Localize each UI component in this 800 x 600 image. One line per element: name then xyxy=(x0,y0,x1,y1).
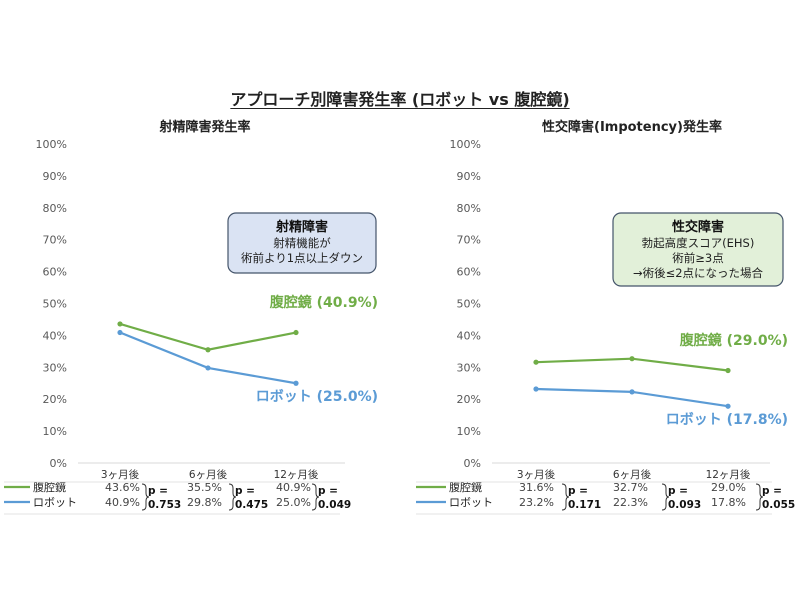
callout-title: 性交障害 xyxy=(672,219,724,235)
series-line xyxy=(119,322,297,351)
p-bracket xyxy=(561,483,570,511)
callout-text: →術後≤2点になった場合 xyxy=(633,266,764,280)
series-line xyxy=(119,331,297,385)
callout-box xyxy=(227,212,377,274)
p-value: 0.055 xyxy=(762,499,795,511)
data-point xyxy=(629,389,635,395)
legend-label: 腹腔鏡 xyxy=(449,480,482,494)
table-cell: 40.9% xyxy=(276,481,311,494)
p-value: 0.753 xyxy=(148,499,181,511)
callout-text: 術前≥3点 xyxy=(672,251,723,265)
table-cell: 29.8% xyxy=(187,496,222,509)
y-tick-label: 70% xyxy=(43,234,67,247)
y-tick-label: 70% xyxy=(457,234,481,247)
chart-title: 性交障害(Impotency)発生率 xyxy=(542,119,722,135)
callout-box xyxy=(612,212,784,287)
data-point xyxy=(205,347,211,353)
y-tick-label: 60% xyxy=(457,266,481,279)
data-point xyxy=(117,321,123,327)
data-point xyxy=(533,386,539,392)
y-tick-label: 50% xyxy=(457,298,481,311)
y-tick-label: 20% xyxy=(43,393,67,406)
y-tick-label: 80% xyxy=(457,202,481,215)
data-point xyxy=(117,329,123,336)
p-label: p = xyxy=(318,485,338,497)
x-tick-label: 3ヶ月後 xyxy=(101,468,140,481)
y-tick-label: 0% xyxy=(50,457,67,470)
page-title: アプローチ別障害発生率 (ロボット vs 腹腔鏡) xyxy=(230,90,570,109)
p-label: p = xyxy=(235,485,255,497)
y-tick-label: 20% xyxy=(457,393,481,406)
p-value: 0.171 xyxy=(568,499,601,511)
table-cell: 35.5% xyxy=(187,481,222,494)
callout-text: 勃起高度スコア(EHS) xyxy=(642,236,755,250)
p-bracket xyxy=(228,483,237,511)
table-cell: 31.6% xyxy=(519,481,554,494)
y-tick-label: 90% xyxy=(457,170,481,183)
table-cell: 43.6% xyxy=(105,481,140,494)
legend-label: ロボット xyxy=(449,496,493,509)
y-tick-label: 30% xyxy=(457,361,481,374)
series-end-label: ロボット (25.0%) xyxy=(256,389,378,405)
data-point xyxy=(293,329,299,336)
p-bracket xyxy=(141,483,150,511)
callout-text: 射精機能が xyxy=(273,236,331,250)
p-bracket xyxy=(755,483,764,511)
y-tick-label: 10% xyxy=(457,425,481,438)
x-tick-label: 3ヶ月後 xyxy=(517,468,556,481)
data-point xyxy=(725,403,731,409)
x-tick-label: 6ヶ月後 xyxy=(189,468,228,481)
chart-title: 射精障害発生率 xyxy=(158,119,250,135)
series-end-label: ロボット (17.8%) xyxy=(666,412,788,428)
p-label: p = xyxy=(148,485,168,497)
callout-text: 術前より1点以上ダウン xyxy=(241,251,363,265)
table-cell: 40.9% xyxy=(105,496,140,509)
series-end-label: 腹腔鏡 (40.9%) xyxy=(270,294,378,311)
legend-label: 腹腔鏡 xyxy=(33,480,66,494)
p-value: 0.093 xyxy=(668,499,701,511)
x-tick-label: 12ヶ月後 xyxy=(706,468,751,481)
y-tick-label: 90% xyxy=(43,170,67,183)
table-cell: 25.0% xyxy=(276,496,311,509)
data-point xyxy=(629,356,635,362)
data-point xyxy=(533,359,539,365)
p-label: p = xyxy=(762,485,782,497)
table-cell: 22.3% xyxy=(613,496,648,509)
p-label: p = xyxy=(568,485,588,497)
p-label: p = xyxy=(668,485,688,497)
p-bracket xyxy=(311,483,320,511)
callout-title: 射精障害 xyxy=(275,219,328,235)
data-point xyxy=(725,367,731,374)
y-tick-label: 50% xyxy=(43,298,67,311)
p-value: 0.475 xyxy=(235,499,268,511)
y-tick-label: 100% xyxy=(450,138,481,151)
table-cell: 29.0% xyxy=(711,481,746,494)
p-value: 0.049 xyxy=(318,499,351,511)
y-tick-label: 10% xyxy=(43,425,67,438)
table-cell: 17.8% xyxy=(711,496,746,509)
data-point xyxy=(205,365,211,371)
y-tick-label: 40% xyxy=(43,329,67,342)
legend-label: ロボット xyxy=(33,496,77,509)
y-tick-label: 30% xyxy=(43,361,67,374)
data-point xyxy=(293,380,299,386)
x-tick-label: 6ヶ月後 xyxy=(613,468,652,481)
series-end-label: 腹腔鏡 (29.0%) xyxy=(680,332,788,349)
y-tick-label: 0% xyxy=(464,457,481,470)
y-tick-label: 100% xyxy=(36,138,67,151)
p-bracket xyxy=(661,483,670,511)
table-cell: 32.7% xyxy=(613,481,648,494)
y-tick-label: 80% xyxy=(43,202,67,215)
y-tick-label: 40% xyxy=(457,329,481,342)
y-tick-label: 60% xyxy=(43,266,67,279)
table-cell: 23.2% xyxy=(519,496,554,509)
x-tick-label: 12ヶ月後 xyxy=(274,468,319,481)
